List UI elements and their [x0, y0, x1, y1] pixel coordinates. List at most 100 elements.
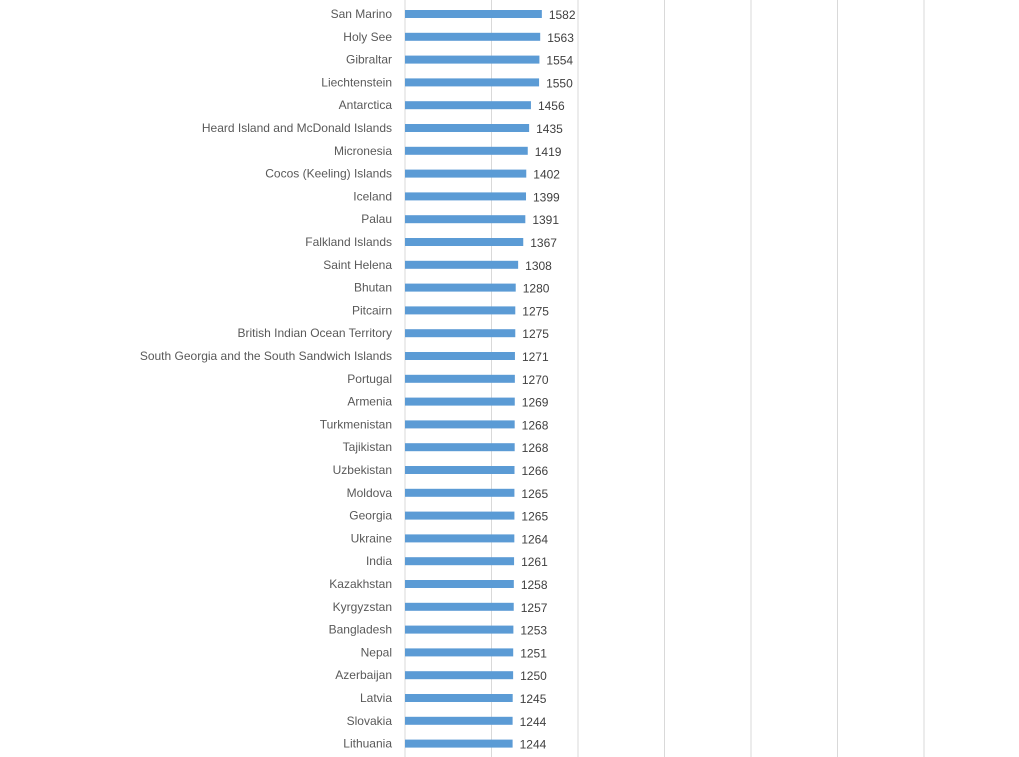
data-label: 1391 — [532, 213, 559, 227]
bar — [405, 329, 516, 338]
bar — [405, 443, 515, 452]
category-label: Slovakia — [347, 714, 393, 728]
category-label: South Georgia and the South Sandwich Isl… — [140, 349, 392, 363]
bar — [405, 602, 514, 611]
category-label: Palau — [361, 212, 392, 226]
bar — [405, 55, 540, 64]
data-label: 1275 — [522, 327, 549, 341]
data-label: 1261 — [521, 555, 548, 569]
category-label: India — [366, 554, 392, 568]
category-label: Latvia — [360, 691, 392, 705]
category-label: Antarctica — [339, 98, 393, 112]
data-label: 1367 — [530, 236, 557, 250]
bar — [405, 238, 524, 246]
category-label: Nepal — [361, 645, 392, 659]
data-label: 1245 — [520, 692, 547, 706]
category-label: Cocos (Keeling) Islands — [265, 167, 392, 181]
data-label: 1265 — [521, 510, 548, 524]
category-label: Liechtenstein — [321, 75, 392, 89]
bar — [405, 694, 513, 702]
data-label: 1244 — [520, 715, 547, 729]
data-label: 1419 — [535, 145, 562, 159]
data-label: 1456 — [538, 99, 565, 113]
data-label: 1563 — [547, 31, 574, 45]
data-label: 1253 — [520, 624, 547, 638]
category-label: Moldova — [347, 486, 393, 500]
category-label: Pitcairn — [352, 303, 392, 317]
category-label: Gibraltar — [346, 53, 392, 67]
bar — [405, 625, 514, 634]
category-label: Bangladesh — [329, 623, 392, 637]
data-label: 1399 — [533, 190, 560, 204]
data-label: 1270 — [522, 373, 549, 387]
bar — [405, 283, 516, 292]
category-label: Uzbekistan — [333, 463, 392, 477]
bar — [405, 169, 527, 178]
data-label: 1268 — [522, 418, 549, 432]
bar — [405, 420, 515, 429]
bar — [405, 580, 514, 588]
data-label: 1251 — [520, 646, 547, 660]
category-label: Micronesia — [334, 144, 392, 158]
category-label: Turkmenistan — [320, 417, 392, 431]
bar — [405, 488, 515, 497]
category-label: Georgia — [349, 509, 392, 523]
category-label: Kyrgyzstan — [333, 600, 392, 614]
bar — [405, 78, 540, 87]
bar — [405, 511, 515, 520]
bar — [405, 215, 526, 224]
data-label: 1244 — [520, 738, 547, 752]
data-label: 1554 — [546, 54, 573, 68]
bar — [405, 557, 515, 566]
data-label: 1550 — [546, 76, 573, 90]
bar — [405, 739, 513, 748]
data-label: 1280 — [523, 282, 550, 296]
data-label: 1402 — [533, 168, 560, 182]
category-label: Saint Helena — [323, 258, 392, 272]
category-label: Ukraine — [351, 531, 393, 545]
category-label: Azerbaijan — [335, 668, 392, 682]
bar — [405, 124, 530, 132]
bars — [405, 10, 542, 748]
bar — [405, 101, 531, 110]
data-label: 1266 — [522, 464, 549, 478]
category-labels: San Marino Holy See Gibraltar Liechtenstein… — [140, 7, 392, 751]
data-label: 1265 — [521, 487, 548, 501]
category-label: Portugal — [347, 372, 392, 386]
category-label: Tajikistan — [343, 440, 392, 454]
data-label: 1275 — [522, 304, 549, 318]
data-label: 1250 — [520, 669, 547, 683]
data-label: 1308 — [525, 259, 552, 273]
bar — [405, 146, 528, 155]
category-label: San Marino — [331, 7, 393, 21]
data-label: 1264 — [521, 532, 548, 546]
data-label: 1435 — [536, 122, 563, 136]
bar — [405, 466, 515, 474]
bar — [405, 671, 514, 680]
bar — [405, 397, 515, 406]
category-label: Heard Island and McDonald Islands — [202, 121, 392, 135]
category-label: Lithuania — [343, 737, 392, 751]
category-label: Bhutan — [354, 281, 392, 295]
bar — [405, 374, 515, 383]
category-label: Armenia — [347, 395, 392, 409]
data-label: 1271 — [522, 350, 549, 364]
category-label: Falkland Islands — [305, 235, 392, 249]
data-label: 1582 — [549, 8, 576, 22]
bar — [405, 306, 516, 315]
bar — [405, 10, 542, 18]
category-label: British Indian Ocean Territory — [237, 326, 392, 340]
data-label: 1257 — [521, 601, 548, 615]
bar — [405, 260, 519, 269]
category-label: Iceland — [353, 189, 392, 203]
bar — [405, 192, 527, 201]
category-label: Kazakhstan — [329, 577, 392, 591]
data-label: 1269 — [522, 396, 549, 410]
bar — [405, 648, 514, 657]
bar — [405, 534, 515, 543]
bar — [405, 352, 515, 360]
bar — [405, 716, 513, 725]
bar — [405, 32, 541, 41]
category-label: Holy See — [343, 30, 392, 44]
